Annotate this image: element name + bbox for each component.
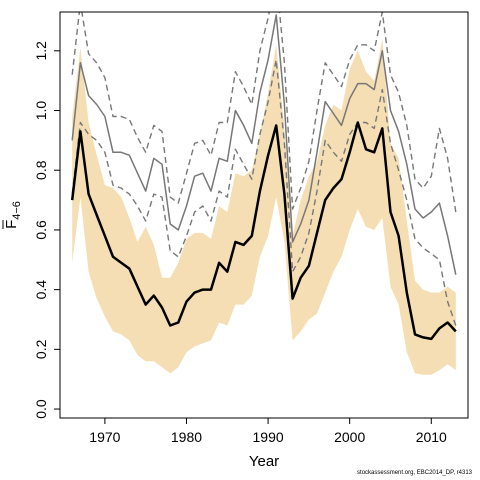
x-axis-title: Year — [249, 453, 279, 470]
y-axis-title-sub: 4−6 — [11, 201, 23, 220]
y-tick-label: 0.8 — [33, 160, 49, 180]
y-axis-title-main: F — [3, 220, 20, 229]
footer-credit: stockassessment.org, EBC2014_DP, r4313 — [357, 470, 472, 476]
x-tick-label: 1980 — [171, 429, 202, 445]
x-tick-label: 2000 — [334, 429, 365, 445]
x-axis: 1970 1980 1990 2000 2010 — [89, 417, 447, 445]
y-tick-label: 0.6 — [33, 220, 49, 240]
estimate-line — [70, 121, 457, 341]
y-tick-label: 0.0 — [33, 399, 49, 419]
y-tick-label: 1.2 — [33, 41, 49, 61]
y-tick-label: 0.2 — [33, 339, 49, 359]
reference-line — [71, 14, 457, 275]
x-tick-label: 1990 — [253, 429, 284, 445]
x-tick-label: 1970 — [89, 429, 120, 445]
y-axis-title: F4−6 — [2, 201, 23, 229]
reference-lower-line — [71, 59, 457, 326]
svg-text:F4−6: F4−6 — [3, 201, 23, 229]
reference-upper-line — [71, 12, 457, 213]
plot-area — [70, 12, 457, 375]
confidence-band — [72, 38, 456, 375]
x-tick-label: 2010 — [416, 429, 447, 445]
y-tick-label: 0.4 — [33, 280, 49, 300]
y-tick-label: 1.0 — [33, 101, 49, 121]
y-axis: 0.0 0.2 0.4 0.6 0.8 1.0 1.2 — [33, 41, 61, 419]
